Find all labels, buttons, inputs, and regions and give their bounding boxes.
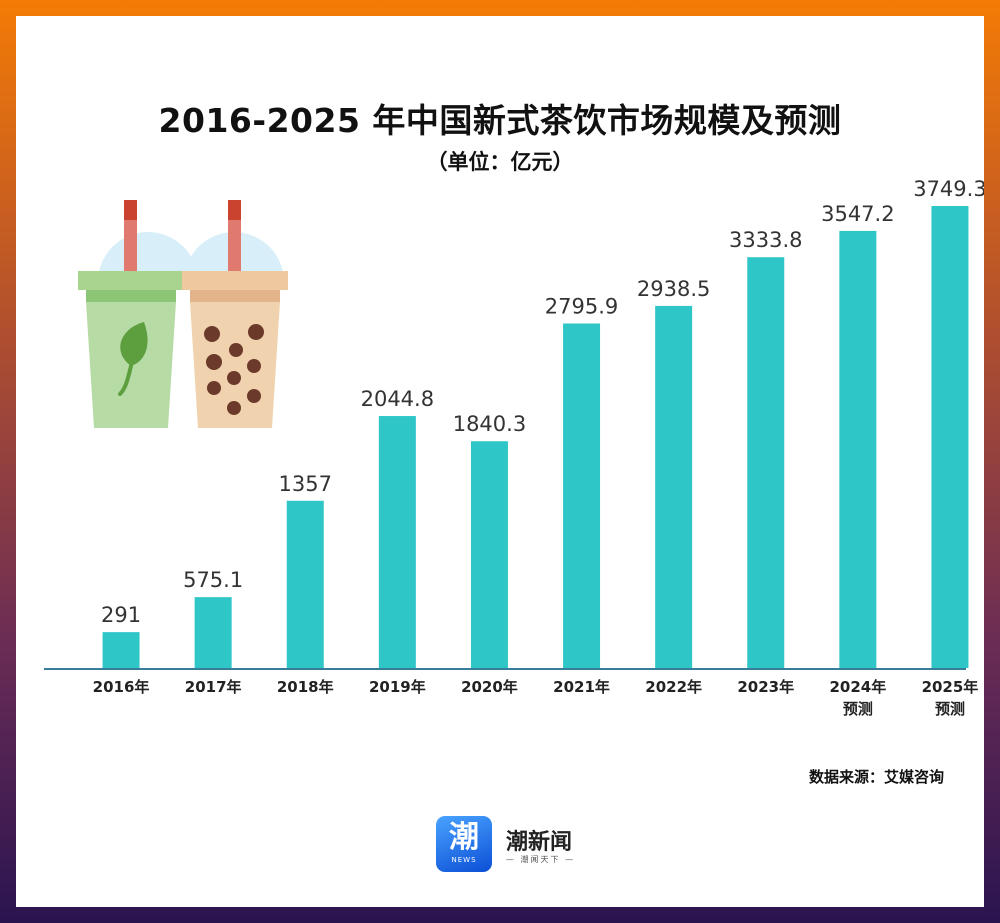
logo-badge-text: NEWS (451, 856, 477, 864)
logo-glyph: 潮 (449, 820, 479, 855)
logo-name: 潮新闻 (506, 830, 573, 855)
category-label: 2016年 (93, 678, 150, 696)
category-label: 2021年 (553, 678, 610, 696)
bar-chart: 291 2016年 575.1 2017年 1357 2018年 2044.8 2019年 18… (44, 177, 984, 718)
value-label: 3547.2 (821, 202, 894, 226)
value-label: 3333.8 (729, 228, 802, 252)
green-cup-lid (78, 271, 184, 290)
bar-2018年 (286, 500, 324, 668)
value-label: 2795.9 (545, 294, 618, 318)
green-cup-rim (86, 290, 176, 302)
unit-subtitle: （单位：亿元） (426, 150, 574, 174)
milk-cup-straw-top (228, 200, 241, 220)
category-label: 2022年 (645, 678, 702, 696)
bar-2025年 (931, 206, 969, 668)
value-label: 1357 (279, 472, 332, 496)
forecast-note: 预测 (843, 700, 873, 718)
logo-slogan: — 潮闻天下 — (506, 855, 576, 864)
bar-2016年 (102, 632, 140, 668)
value-label: 1840.3 (453, 412, 526, 436)
value-label: 291 (101, 603, 141, 627)
category-label: 2023年 (737, 678, 794, 696)
leaf-stem-icon (118, 364, 133, 396)
value-label: 3749.3 (913, 177, 984, 201)
green-cup-dome (98, 232, 198, 282)
bar-2022年 (655, 305, 693, 668)
news-app-icon: 潮 NEWS (436, 816, 492, 872)
bar-2024年 (839, 230, 877, 668)
infographic-card: 2016-2025 年中国新式茶饮市场规模及预测 （单位：亿元） (16, 16, 984, 907)
category-label: 2019年 (369, 678, 426, 696)
forecast-note: 预测 (935, 700, 965, 718)
value-label: 2044.8 (361, 387, 434, 411)
bars-layer (102, 206, 969, 668)
bar-2017年 (194, 597, 232, 668)
tapioca-pearls-icon (204, 324, 264, 415)
page-title: 2016-2025 年中国新式茶饮市场规模及预测 (158, 101, 842, 140)
value-label: 575.1 (183, 568, 243, 592)
milk-cup-rim (190, 290, 280, 302)
category-label: 2024年 (829, 678, 886, 696)
leaf-icon (120, 322, 148, 366)
tea-cups-illustration (78, 200, 288, 428)
milk-cup-lid (182, 271, 288, 290)
category-label: 2017年 (185, 678, 242, 696)
bar-2023年 (747, 257, 785, 668)
labels-layer: 291 2016年 575.1 2017年 1357 2018年 2044.8 2019年 18… (93, 177, 984, 718)
value-label: 2938.5 (637, 277, 710, 301)
green-cup-straw-top (124, 200, 137, 220)
category-label: 2018年 (277, 678, 334, 696)
news-logo: 潮 NEWS 潮新闻 — 潮闻天下 — (436, 816, 576, 876)
bar-2021年 (563, 323, 601, 668)
data-source: 数据来源：艾媒咨询 (808, 768, 944, 786)
bar-2020年 (470, 441, 508, 668)
category-label: 2025年 (922, 678, 979, 696)
category-label: 2020年 (461, 678, 518, 696)
bar-2019年 (378, 416, 416, 668)
